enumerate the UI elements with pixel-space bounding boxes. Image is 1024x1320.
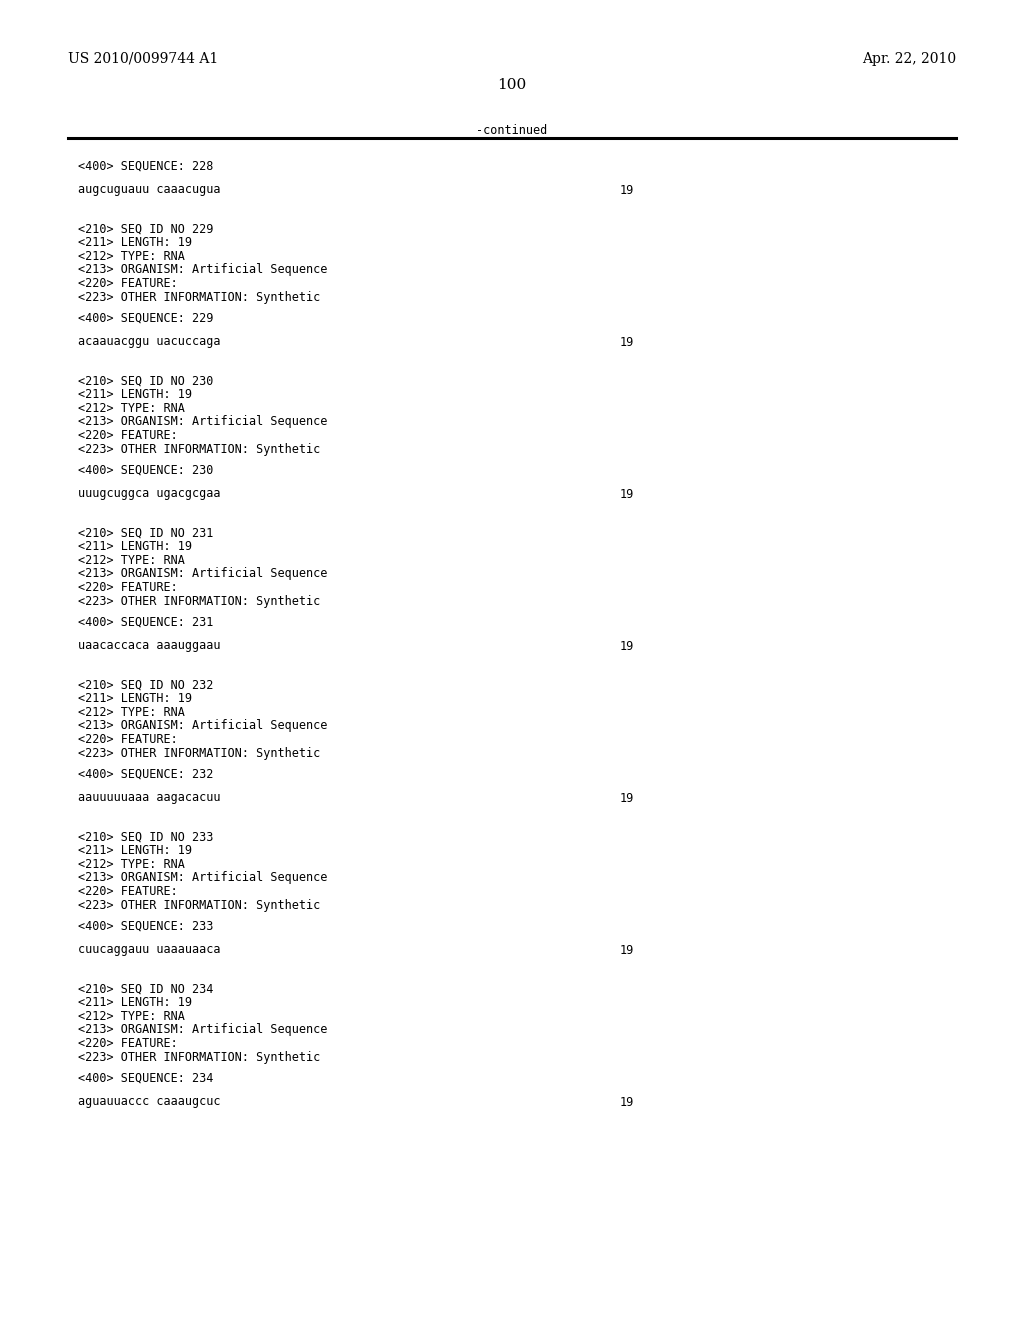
Text: <210> SEQ ID NO 229: <210> SEQ ID NO 229	[78, 223, 213, 236]
Text: 19: 19	[620, 487, 634, 500]
Text: <212> TYPE: RNA: <212> TYPE: RNA	[78, 1010, 185, 1023]
Text: <213> ORGANISM: Artificial Sequence: <213> ORGANISM: Artificial Sequence	[78, 568, 328, 581]
Text: <211> LENGTH: 19: <211> LENGTH: 19	[78, 997, 193, 1010]
Text: <400> SEQUENCE: 233: <400> SEQUENCE: 233	[78, 920, 213, 933]
Text: <220> FEATURE:: <220> FEATURE:	[78, 581, 178, 594]
Text: 100: 100	[498, 78, 526, 92]
Text: -continued: -continued	[476, 124, 548, 137]
Text: 19: 19	[620, 792, 634, 804]
Text: <400> SEQUENCE: 234: <400> SEQUENCE: 234	[78, 1072, 213, 1085]
Text: <223> OTHER INFORMATION: Synthetic: <223> OTHER INFORMATION: Synthetic	[78, 747, 321, 759]
Text: 19: 19	[620, 1096, 634, 1109]
Text: <400> SEQUENCE: 228: <400> SEQUENCE: 228	[78, 160, 213, 173]
Text: <400> SEQUENCE: 232: <400> SEQUENCE: 232	[78, 768, 213, 781]
Text: Apr. 22, 2010: Apr. 22, 2010	[862, 51, 956, 66]
Text: <212> TYPE: RNA: <212> TYPE: RNA	[78, 858, 185, 871]
Text: <211> LENGTH: 19: <211> LENGTH: 19	[78, 388, 193, 401]
Text: <211> LENGTH: 19: <211> LENGTH: 19	[78, 845, 193, 858]
Text: <212> TYPE: RNA: <212> TYPE: RNA	[78, 403, 185, 414]
Text: <210> SEQ ID NO 231: <210> SEQ ID NO 231	[78, 527, 213, 540]
Text: <210> SEQ ID NO 230: <210> SEQ ID NO 230	[78, 375, 213, 388]
Text: <212> TYPE: RNA: <212> TYPE: RNA	[78, 706, 185, 719]
Text: <213> ORGANISM: Artificial Sequence: <213> ORGANISM: Artificial Sequence	[78, 416, 328, 429]
Text: 19: 19	[620, 183, 634, 197]
Text: 19: 19	[620, 639, 634, 652]
Text: <220> FEATURE:: <220> FEATURE:	[78, 1038, 178, 1049]
Text: <213> ORGANISM: Artificial Sequence: <213> ORGANISM: Artificial Sequence	[78, 1023, 328, 1036]
Text: <210> SEQ ID NO 234: <210> SEQ ID NO 234	[78, 983, 213, 997]
Text: <211> LENGTH: 19: <211> LENGTH: 19	[78, 693, 193, 705]
Text: <400> SEQUENCE: 230: <400> SEQUENCE: 230	[78, 465, 213, 477]
Text: 19: 19	[620, 335, 634, 348]
Text: <223> OTHER INFORMATION: Synthetic: <223> OTHER INFORMATION: Synthetic	[78, 1051, 321, 1064]
Text: acaauacggu uacuccaga: acaauacggu uacuccaga	[78, 335, 220, 348]
Text: <223> OTHER INFORMATION: Synthetic: <223> OTHER INFORMATION: Synthetic	[78, 899, 321, 912]
Text: <212> TYPE: RNA: <212> TYPE: RNA	[78, 554, 185, 568]
Text: <220> FEATURE:: <220> FEATURE:	[78, 429, 178, 442]
Text: <213> ORGANISM: Artificial Sequence: <213> ORGANISM: Artificial Sequence	[78, 719, 328, 733]
Text: cuucaggauu uaaauaaca: cuucaggauu uaaauaaca	[78, 944, 220, 957]
Text: <220> FEATURE:: <220> FEATURE:	[78, 733, 178, 746]
Text: <213> ORGANISM: Artificial Sequence: <213> ORGANISM: Artificial Sequence	[78, 264, 328, 276]
Text: augcuguauu caaacugua: augcuguauu caaacugua	[78, 183, 220, 197]
Text: aguauuaccc caaaugcuc: aguauuaccc caaaugcuc	[78, 1096, 220, 1109]
Text: <210> SEQ ID NO 232: <210> SEQ ID NO 232	[78, 678, 213, 692]
Text: 19: 19	[620, 944, 634, 957]
Text: <400> SEQUENCE: 229: <400> SEQUENCE: 229	[78, 312, 213, 325]
Text: <223> OTHER INFORMATION: Synthetic: <223> OTHER INFORMATION: Synthetic	[78, 290, 321, 304]
Text: uaacaccaca aaauggaau: uaacaccaca aaauggaau	[78, 639, 220, 652]
Text: <220> FEATURE:: <220> FEATURE:	[78, 277, 178, 290]
Text: US 2010/0099744 A1: US 2010/0099744 A1	[68, 51, 218, 66]
Text: aauuuuuaaa aagacacuu: aauuuuuaaa aagacacuu	[78, 792, 220, 804]
Text: <400> SEQUENCE: 231: <400> SEQUENCE: 231	[78, 616, 213, 630]
Text: <211> LENGTH: 19: <211> LENGTH: 19	[78, 236, 193, 249]
Text: <211> LENGTH: 19: <211> LENGTH: 19	[78, 540, 193, 553]
Text: uuugcuggca ugacgcgaa: uuugcuggca ugacgcgaa	[78, 487, 220, 500]
Text: <212> TYPE: RNA: <212> TYPE: RNA	[78, 249, 185, 263]
Text: <210> SEQ ID NO 233: <210> SEQ ID NO 233	[78, 832, 213, 843]
Text: <220> FEATURE:: <220> FEATURE:	[78, 884, 178, 898]
Text: <223> OTHER INFORMATION: Synthetic: <223> OTHER INFORMATION: Synthetic	[78, 442, 321, 455]
Text: <223> OTHER INFORMATION: Synthetic: <223> OTHER INFORMATION: Synthetic	[78, 594, 321, 607]
Text: <213> ORGANISM: Artificial Sequence: <213> ORGANISM: Artificial Sequence	[78, 871, 328, 884]
